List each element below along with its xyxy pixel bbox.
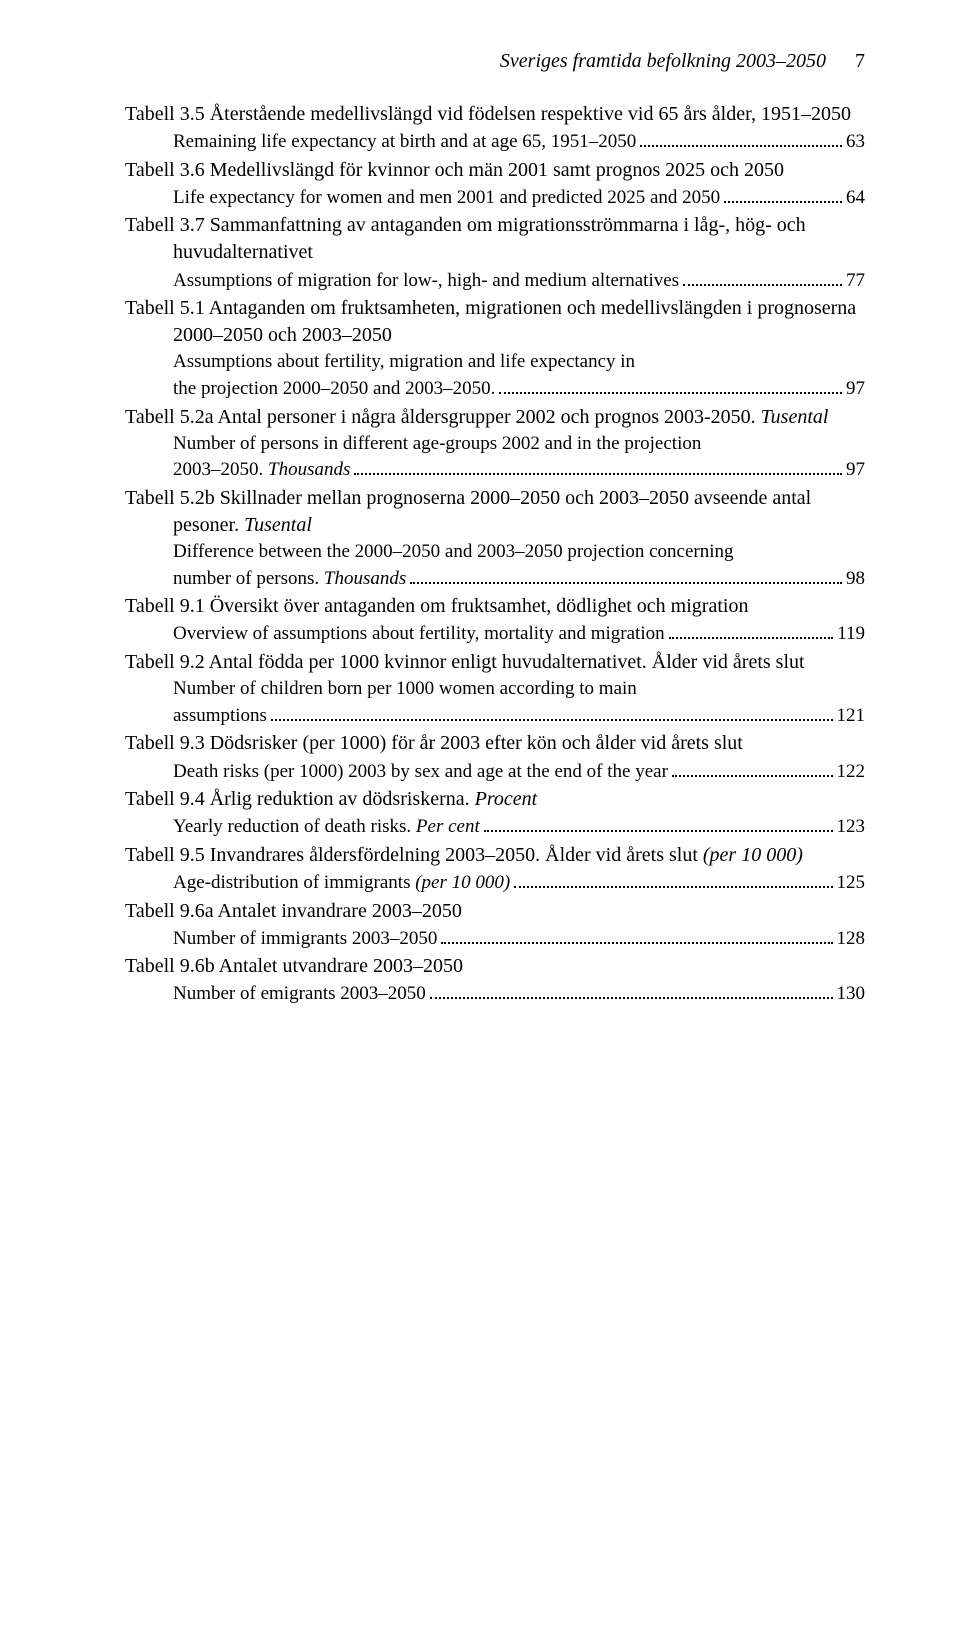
entry-subline: the projection 2000–2050 and 2003–2050. … [125, 375, 865, 402]
dot-leader [724, 184, 842, 203]
dot-leader [669, 620, 834, 639]
dot-leader [271, 702, 833, 721]
entry-qualifier: Tusental [756, 406, 829, 428]
entry-page: 130 [837, 981, 866, 1007]
entry-subline: Number of children born per 1000 women a… [125, 676, 865, 702]
entry-page: 119 [837, 621, 865, 647]
toc-entry: Tabell 3.5 Återstående medellivslängd vi… [125, 101, 865, 155]
entry-page: 77 [846, 268, 865, 294]
entry-title: Tabell 3.7 Sammanfattning av antaganden … [125, 212, 865, 266]
entry-title: Tabell 9.3 Dödsrisker (per 1000) för år … [125, 730, 865, 757]
entry-qualifier: (per 10 000) [698, 844, 803, 866]
entry-qualifier: Procent [470, 788, 538, 810]
page-number: 7 [855, 50, 865, 72]
entry-subline: Remaining life expectancy at birth and a… [125, 128, 865, 155]
entry-subline: Number of emigrants 2003–2050 130 [125, 980, 865, 1007]
dot-leader [672, 757, 833, 776]
entry-subtext: Life expectancy for women and men 2001 a… [173, 185, 720, 211]
entry-subtext: Yearly reduction of death risks. Per cen… [173, 814, 480, 840]
entry-page: 123 [837, 814, 866, 840]
entry-page: 121 [837, 703, 866, 729]
entry-subline: Assumptions about fertility, migration a… [125, 349, 865, 375]
entry-subtext: Age-distribution of immigrants (per 10 0… [173, 870, 510, 896]
entry-page: 98 [846, 566, 865, 592]
entry-subtext: Death risks (per 1000) 2003 by sex and a… [173, 759, 668, 785]
entry-subtext: Number of immigrants 2003–2050 [173, 926, 437, 952]
entry-subtext: Assumptions of migration for low-, high-… [173, 268, 679, 294]
entry-subtext: Assumptions about fertility, migration a… [173, 349, 635, 375]
dot-leader [640, 128, 842, 147]
entry-subline: number of persons. Thousands 98 [125, 565, 865, 592]
entry-subtext: Number of emigrants 2003–2050 [173, 981, 426, 1007]
entry-subline: Death risks (per 1000) 2003 by sex and a… [125, 757, 865, 784]
entry-subline: Life expectancy for women and men 2001 a… [125, 184, 865, 211]
entry-page: 97 [846, 376, 865, 402]
dot-leader [430, 980, 833, 999]
entry-subtext: 2003–2050. Thousands [173, 457, 350, 483]
entry-page: 63 [846, 129, 865, 155]
page: Sveriges framtida befolkning 2003–2050 7… [0, 0, 960, 1627]
dot-leader [683, 266, 842, 285]
toc-entry: Tabell 9.6a Antalet invandrare 2003–2050… [125, 898, 865, 952]
entry-title: Tabell 9.6a Antalet invandrare 2003–2050 [125, 898, 865, 925]
entry-title: Tabell 9.1 Översikt över antaganden om f… [125, 593, 865, 620]
entry-title: Tabell 5.2b Skillnader mellan prognosern… [125, 485, 865, 539]
toc-entry: Tabell 9.2 Antal födda per 1000 kvinnor … [125, 649, 865, 728]
entry-subtext: Number of persons in different age-group… [173, 431, 701, 457]
toc-entry: Tabell 5.2a Antal personer i några ålder… [125, 404, 865, 483]
running-header: Sveriges framtida befolkning 2003–2050 7 [125, 50, 865, 73]
dot-leader [354, 456, 842, 475]
entry-subtext: Number of children born per 1000 women a… [173, 676, 637, 702]
table-of-contents: Tabell 3.5 Återstående medellivslängd vi… [125, 101, 865, 1007]
entry-subtext-italic: Per cent [416, 816, 480, 837]
entry-subline: Difference between the 2000–2050 and 200… [125, 539, 865, 565]
entry-title: Tabell 3.6 Medellivslängd för kvinnor oc… [125, 157, 865, 184]
entry-subline: Number of persons in different age-group… [125, 431, 865, 457]
entry-page: 97 [846, 457, 865, 483]
entry-title: Tabell 9.6b Antalet utvandrare 2003–2050 [125, 953, 865, 980]
entry-subline: Yearly reduction of death risks. Per cen… [125, 813, 865, 840]
entry-title: Tabell 5.2a Antal personer i några ålder… [125, 404, 865, 431]
entry-title: Tabell 9.5 Invandrares åldersfördelning … [125, 842, 865, 869]
toc-entry: Tabell 3.6 Medellivslängd för kvinnor oc… [125, 157, 865, 211]
entry-subtext: Overview of assumptions about fertility,… [173, 621, 665, 647]
entry-subtext: number of persons. Thousands [173, 566, 406, 592]
entry-qualifier: Tusental [239, 514, 312, 536]
entry-subtext-italic: Thousands [268, 459, 350, 480]
entry-title: Tabell 9.2 Antal födda per 1000 kvinnor … [125, 649, 865, 676]
toc-entry: Tabell 9.4 Årlig reduktion av dödsrisker… [125, 786, 865, 840]
entry-subline: Age-distribution of immigrants (per 10 0… [125, 869, 865, 896]
dot-leader [441, 925, 832, 944]
entry-subtext: Difference between the 2000–2050 and 200… [173, 539, 734, 565]
entry-title: Tabell 5.1 Antaganden om fruktsamheten, … [125, 295, 865, 349]
entry-page: 64 [846, 185, 865, 211]
entry-subline: 2003–2050. Thousands 97 [125, 456, 865, 483]
entry-subline: Assumptions of migration for low-, high-… [125, 266, 865, 293]
dot-leader [514, 869, 832, 888]
toc-entry: Tabell 5.1 Antaganden om fruktsamheten, … [125, 295, 865, 401]
doc-title: Sveriges framtida befolkning 2003–2050 [500, 50, 826, 72]
toc-entry: Tabell 9.6b Antalet utvandrare 2003–2050… [125, 953, 865, 1007]
entry-subline: Overview of assumptions about fertility,… [125, 620, 865, 647]
entry-subtext-italic: (per 10 000) [415, 872, 510, 893]
entry-page: 122 [837, 759, 866, 785]
dot-leader [484, 813, 833, 832]
toc-entry: Tabell 9.1 Översikt över antaganden om f… [125, 593, 865, 647]
toc-entry: Tabell 9.5 Invandrares åldersfördelning … [125, 842, 865, 896]
entry-subtext: assumptions [173, 703, 267, 729]
entry-subtext: Remaining life expectancy at birth and a… [173, 129, 636, 155]
entry-page: 125 [837, 870, 866, 896]
toc-entry: Tabell 3.7 Sammanfattning av antaganden … [125, 212, 865, 293]
entry-subline: assumptions 121 [125, 702, 865, 729]
entry-title: Tabell 3.5 Återstående medellivslängd vi… [125, 101, 865, 128]
entry-subtext-italic: Thousands [324, 568, 406, 589]
dot-leader [499, 375, 842, 394]
entry-subline: Number of immigrants 2003–2050 128 [125, 925, 865, 952]
dot-leader [410, 565, 842, 584]
entry-page: 128 [837, 926, 866, 952]
entry-subtext: the projection 2000–2050 and 2003–2050. [173, 376, 495, 402]
entry-title: Tabell 9.4 Årlig reduktion av dödsrisker… [125, 786, 865, 813]
toc-entry: Tabell 9.3 Dödsrisker (per 1000) för år … [125, 730, 865, 784]
toc-entry: Tabell 5.2b Skillnader mellan prognosern… [125, 485, 865, 591]
